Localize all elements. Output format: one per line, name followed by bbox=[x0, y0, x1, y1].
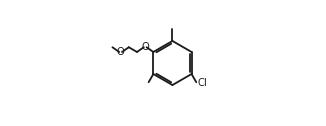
Text: O: O bbox=[141, 42, 149, 52]
Text: O: O bbox=[117, 47, 125, 57]
Text: Cl: Cl bbox=[197, 78, 207, 88]
